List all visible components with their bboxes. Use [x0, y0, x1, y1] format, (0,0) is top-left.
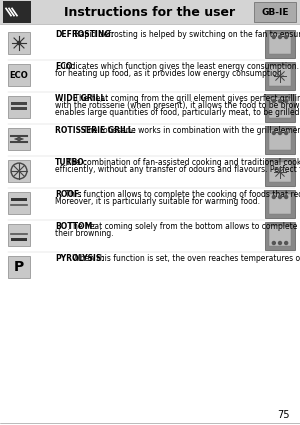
Text: ROTISSERIE GRILL:: ROTISSERIE GRILL: [55, 126, 136, 135]
Bar [8, 256, 30, 278]
Text: ECO:: ECO: [55, 62, 76, 71]
Text: GB-IE: GB-IE [261, 8, 289, 17]
Text: Moreover, it is particularly suitable for warming food.: Moreover, it is particularly suitable fo… [55, 197, 260, 206]
Bar [265, 126, 295, 154]
Text: with the rotisserie (when present), it allows the food to be browned evenly at t: with the rotisserie (when present), it a… [55, 101, 300, 110]
Bar [265, 94, 295, 122]
Circle shape [272, 99, 275, 102]
Circle shape [278, 131, 281, 134]
Circle shape [285, 36, 288, 39]
Text: for heating up food, as it provides low energy consumption.: for heating up food, as it provides low … [55, 69, 284, 78]
Bar [269, 98, 291, 118]
Text: DEFROSTING:: DEFROSTING: [55, 30, 114, 39]
Circle shape [285, 241, 288, 244]
Bar [8, 64, 30, 86]
Text: The combination of fan-assisted cooking and traditional cooking enables differen: The combination of fan-assisted cooking … [64, 158, 300, 167]
Circle shape [278, 36, 281, 39]
Text: efficiently, without any transfer of odours and flavours. Perfect for large volu: efficiently, without any transfer of odo… [55, 165, 300, 174]
Bar [8, 160, 30, 182]
Circle shape [285, 196, 288, 198]
Bar [269, 130, 291, 150]
Bar [8, 192, 30, 214]
Bar [0, 0, 300, 24]
Bar [265, 30, 295, 58]
Text: Instructions for the user: Instructions for the user [64, 6, 236, 19]
Bar [269, 194, 291, 214]
Bar [3, 1, 31, 23]
Bar [265, 222, 295, 250]
Bar [269, 226, 291, 246]
Bar [265, 62, 295, 90]
Text: When this function is set, the oven reaches temperatures of up to 500°C, destroy: When this function is set, the oven reac… [70, 254, 300, 263]
Bar [265, 190, 295, 218]
Text: ECO: ECO [10, 71, 28, 79]
Text: 75: 75 [278, 410, 290, 420]
Text: indicates which function gives the least energy consumption. Using the grill and: indicates which function gives the least… [61, 62, 300, 71]
Circle shape [278, 99, 281, 102]
Circle shape [272, 36, 275, 39]
Bar [269, 162, 291, 182]
Text: BOTTOM:: BOTTOM: [55, 222, 95, 231]
Text: their browning.: their browning. [55, 229, 114, 238]
Circle shape [272, 241, 275, 244]
Bar [11, 102, 27, 105]
Text: The heat coming from the grill element gives perfect grilling results, especiall: The heat coming from the grill element g… [72, 94, 300, 103]
Text: P: P [14, 260, 24, 274]
Text: The heat coming solely from the bottom allows to complete the cooking of foods t: The heat coming solely from the bottom a… [66, 222, 300, 231]
Circle shape [278, 241, 281, 244]
Circle shape [272, 131, 275, 134]
Circle shape [17, 42, 20, 45]
Bar [8, 224, 30, 246]
Bar [254, 2, 296, 22]
Text: WIDE GRILL:: WIDE GRILL: [55, 94, 108, 103]
Bar [11, 198, 27, 201]
Text: TURBO:: TURBO: [55, 158, 88, 167]
Text: PYROLYSIS:: PYROLYSIS: [55, 254, 104, 263]
Bar [8, 96, 30, 118]
Bar [269, 34, 291, 54]
Text: ROOF:: ROOF: [55, 190, 82, 199]
Text: Rapid defrosting is helped by switching on the fan to ensure uniform distributio: Rapid defrosting is helped by switching … [72, 30, 300, 39]
Circle shape [278, 196, 281, 198]
Bar [8, 32, 30, 54]
Circle shape [285, 99, 288, 102]
Circle shape [285, 131, 288, 134]
Bar [11, 107, 27, 110]
Bar [8, 128, 30, 150]
Text: The rotisserie works in combination with the grill element allowing to perfectly: The rotisserie works in combination with… [81, 126, 300, 135]
Bar [269, 66, 291, 86]
Bar [265, 158, 295, 186]
Text: enables large quantities of food, particularly meat, to be grilled evenly.: enables large quantities of food, partic… [55, 108, 300, 117]
Circle shape [272, 196, 275, 198]
Text: This function allows to complete the cooking of foods that require a greater tem: This function allows to complete the coo… [63, 190, 300, 199]
Bar [11, 238, 27, 241]
